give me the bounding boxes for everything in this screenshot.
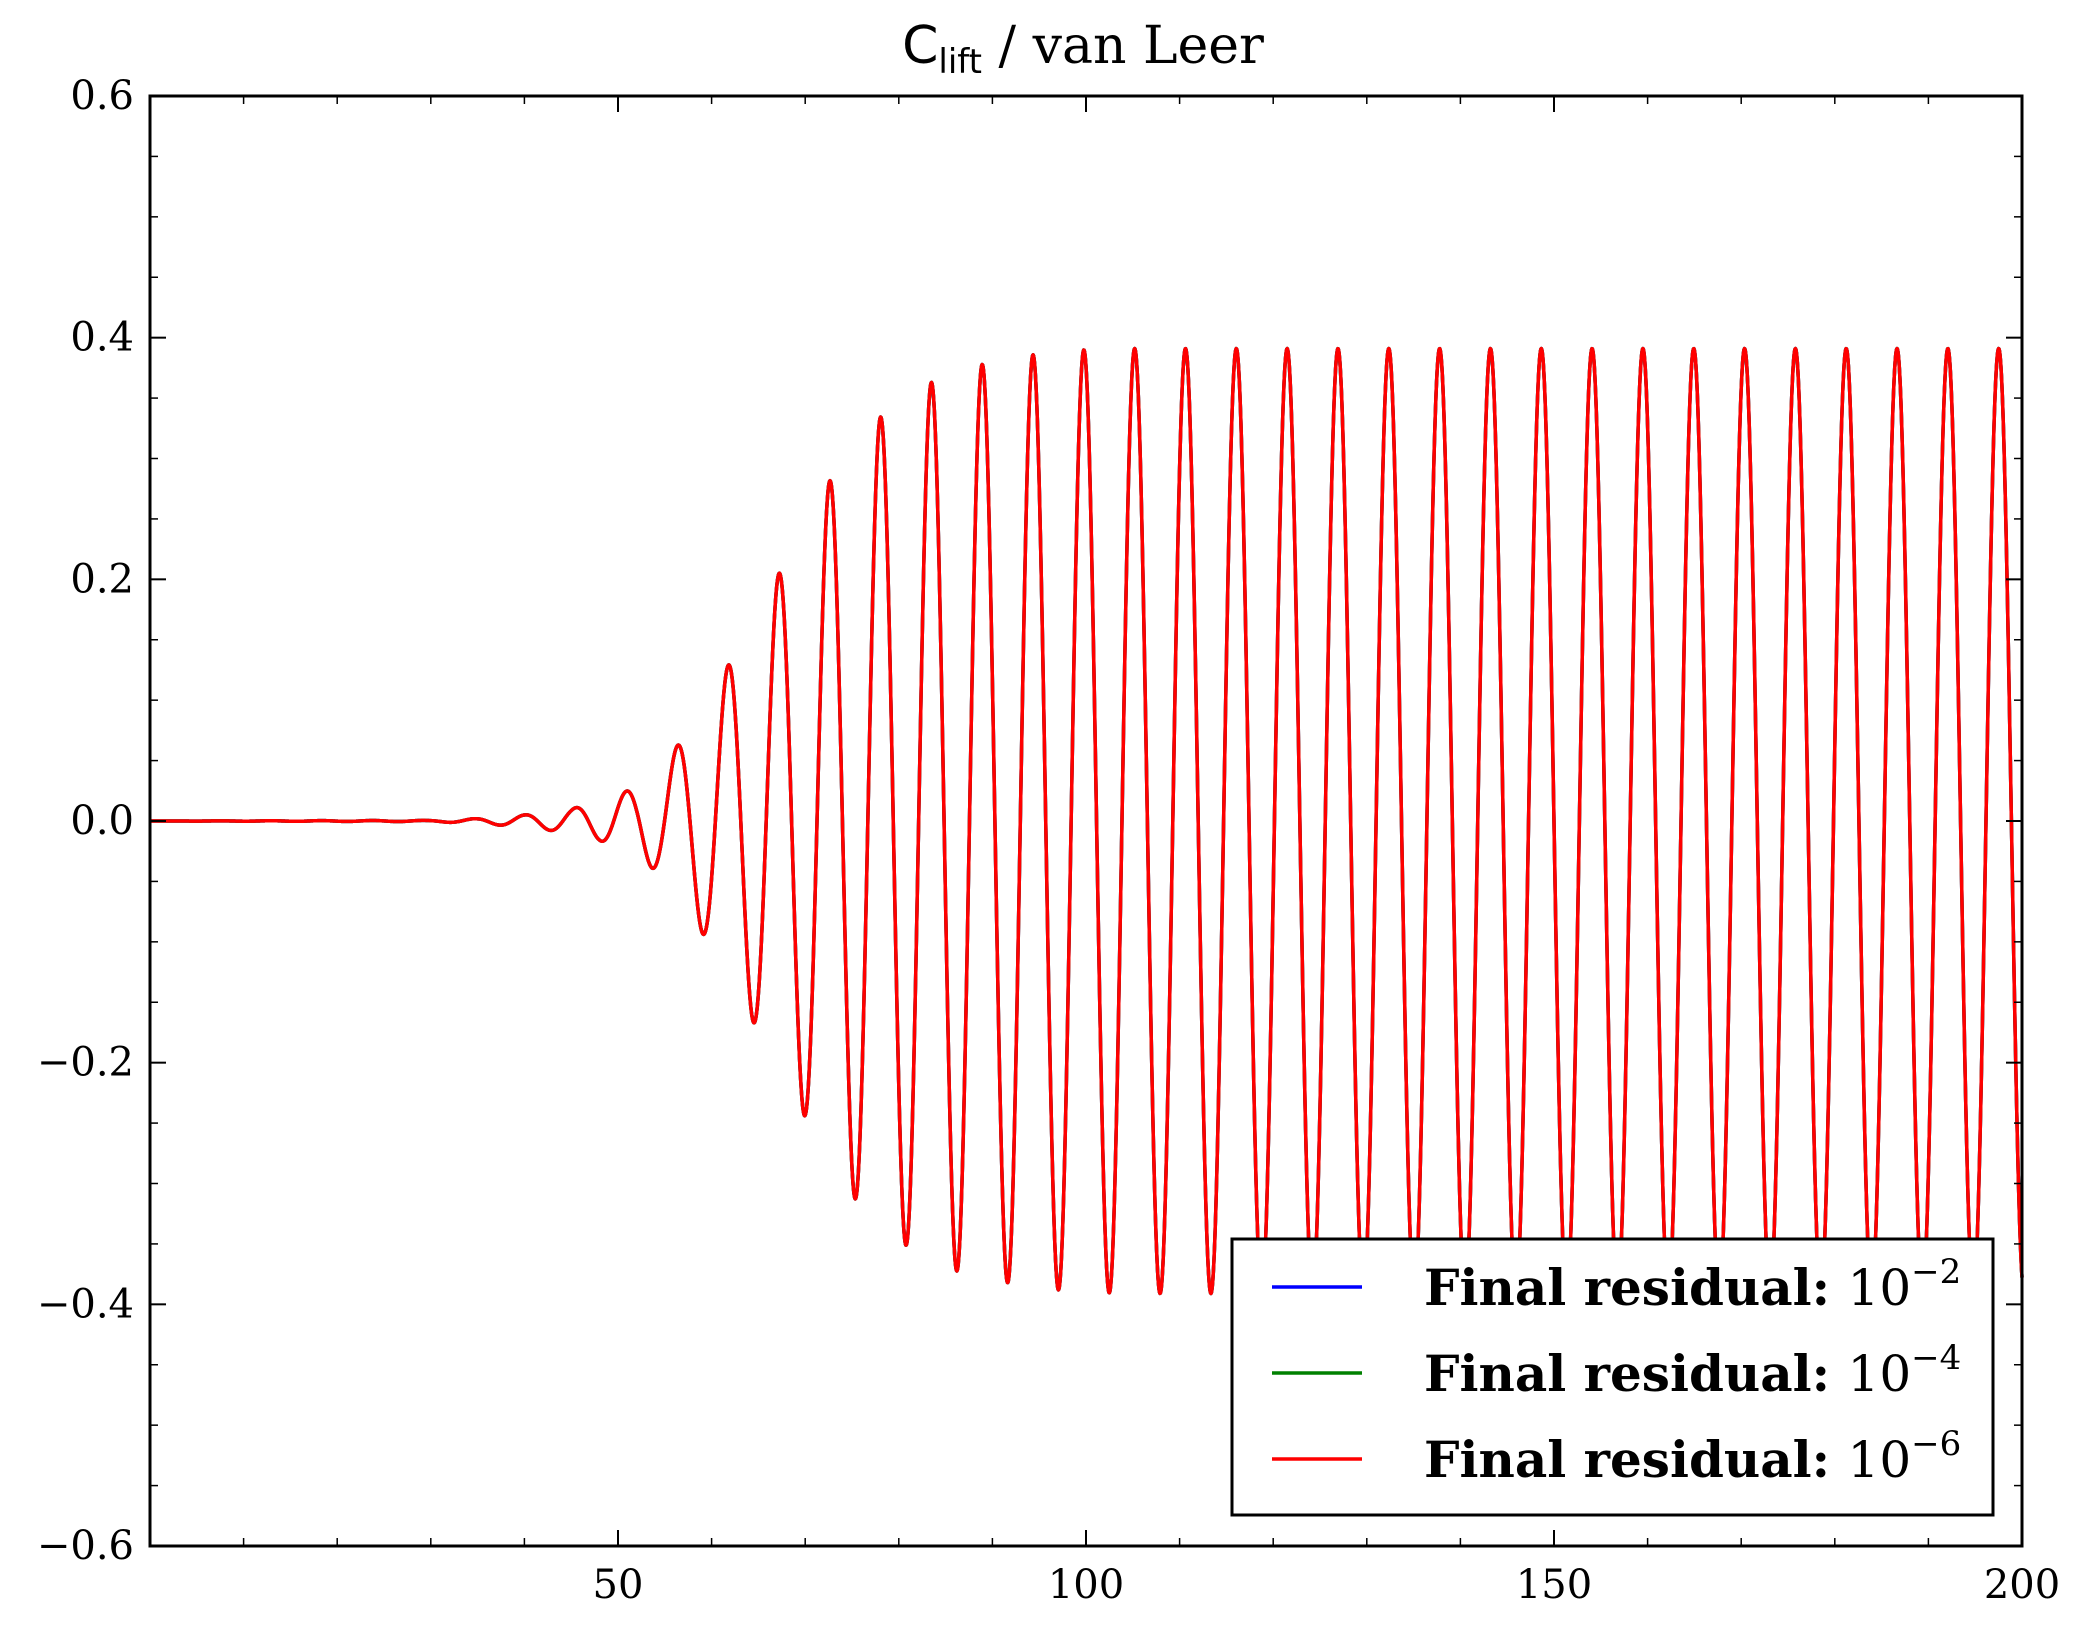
legend-box	[1230, 1237, 1995, 1517]
series-line-3	[148, 346, 2024, 1296]
legend-label: Final residual: 10−4	[1424, 1338, 1961, 1403]
legend-label-text: Final residual:	[1424, 1430, 1848, 1489]
legend-label-base: 10	[1848, 1431, 1912, 1489]
y-tick-label: 0.2	[70, 556, 134, 602]
x-tick-label: 50	[593, 1562, 644, 1608]
legend-label-exponent: −6	[1911, 1424, 1961, 1464]
legend-label-base: 10	[1848, 1345, 1912, 1403]
x-tick-label: 100	[1048, 1562, 1124, 1608]
y-tick-label: −0.6	[37, 1523, 134, 1569]
legend-label-text: Final residual:	[1424, 1258, 1848, 1317]
plot-lines	[148, 346, 2024, 1296]
x-tick-label: 200	[1984, 1562, 2060, 1608]
tick-labels: 50 100 150 200 −0.6 −0.4 −0.2 0.0 0.2 0.4 0.6	[37, 73, 2060, 1608]
plot-frame	[148, 94, 2024, 1548]
chart-title: Clift / van Leer	[902, 16, 1264, 82]
legend-label: Final residual: 10−6	[1424, 1424, 1961, 1489]
title-subscript: lift	[938, 42, 982, 82]
title-main: C	[902, 16, 938, 76]
y-tick-label: 0.6	[70, 73, 134, 119]
legend-label: Final residual: 10−2	[1424, 1252, 1961, 1317]
legend-label-text: Final residual:	[1424, 1344, 1848, 1403]
legend-label-exponent: −2	[1911, 1252, 1961, 1292]
y-tick-label: 0.4	[70, 315, 134, 361]
legend-label-exponent: −4	[1911, 1338, 1961, 1378]
y-tick-label: −0.2	[37, 1040, 134, 1086]
y-tick-label: 0.0	[70, 798, 134, 844]
x-tick-label: 150	[1516, 1562, 1592, 1608]
title-rest: / van Leer	[982, 16, 1264, 76]
legend-label-base: 10	[1848, 1259, 1912, 1317]
y-tick-label: −0.4	[37, 1281, 134, 1327]
